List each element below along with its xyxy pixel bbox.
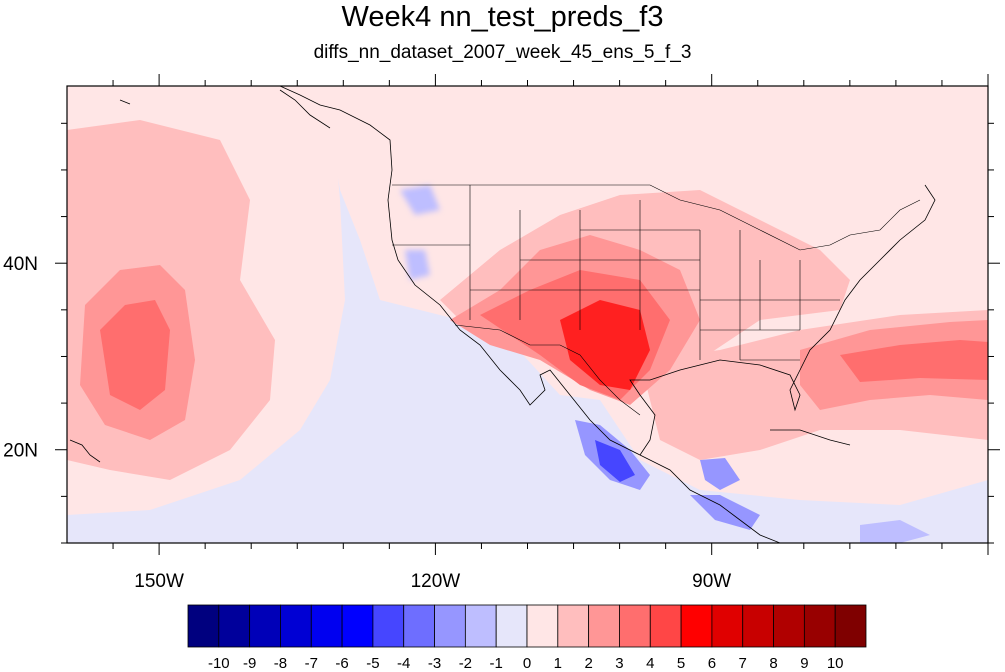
colorbar-label: -6 [335, 655, 349, 672]
colorbar-label: 4 [646, 655, 655, 672]
colorbar-swatch [803, 604, 836, 648]
anomaly-region-red-atlantic [840, 340, 988, 382]
political-borders [392, 184, 921, 416]
colorbar-label: 7 [738, 655, 747, 672]
coastlines [69, 86, 936, 543]
colorbar-swatch [588, 604, 620, 648]
colorbar-swatch [310, 604, 343, 648]
colorbar-label: 2 [584, 655, 593, 672]
coastline-north-america [279, 86, 781, 543]
colorbar-swatch [711, 604, 744, 648]
anomaly-region-blue-central-america [690, 495, 760, 530]
colorbar-swatch [526, 604, 559, 648]
colorbar-swatch [649, 604, 682, 648]
anomaly-region-blue-south-east [860, 520, 930, 543]
colorbar-swatch [372, 604, 405, 648]
coastline-cuba [770, 429, 851, 446]
colorbar-label: 9 [800, 655, 809, 672]
colorbar-swatch [834, 604, 867, 648]
colorbar-swatch [495, 604, 528, 648]
anomaly-region-dark-blue-mexico [595, 440, 635, 482]
axis-tick-labels: 150W 120W 90W 40N 20N [3, 254, 731, 592]
colorbar-label: -8 [273, 655, 288, 672]
y-tick-label: 40N [3, 254, 38, 275]
colorbar-label: -4 [397, 655, 411, 672]
colorbar-label: 3 [615, 655, 624, 672]
colorbar [187, 604, 867, 648]
colorbar-label: -7 [304, 655, 318, 672]
border-us-mexico [454, 324, 641, 416]
colorbar-label: -3 [427, 655, 442, 672]
coastline-hawaii [69, 439, 101, 463]
colorbar-label: 1 [553, 655, 562, 672]
colorbar-label: -2 [458, 655, 473, 672]
colorbar-swatch [557, 604, 590, 648]
colorbar-swatch [341, 604, 374, 648]
colorbar-swatch [619, 604, 651, 648]
map-subtitle: diffs_nn_dataset_2007_week_45_ens_5_f_3 [313, 42, 692, 63]
colorbar-label: 10 [826, 655, 844, 672]
coastline-canada-islands [119, 89, 331, 129]
anomaly-region-blue-pacific-nw [400, 185, 440, 215]
colorbar-swatch [773, 604, 805, 648]
anomaly-region-blue-caribbean [700, 458, 740, 490]
colorbar-swatch [434, 604, 466, 648]
colorbar-swatch [680, 604, 713, 648]
colorbar-swatch [218, 604, 251, 648]
anomaly-region-strong-red-texas [560, 300, 650, 390]
x-tick-label: 120W [411, 571, 461, 592]
colorbar-swatch [742, 604, 774, 648]
plot-area [67, 86, 988, 543]
colorbar-swatch [464, 604, 497, 648]
colorbar-label: 6 [707, 655, 717, 672]
anomaly-region-red-pacific [100, 300, 170, 410]
colorbar-label: 0 [522, 655, 532, 672]
border-us-canada [392, 184, 921, 251]
coastline-gulf [629, 184, 936, 456]
map-title: Week4 nn_test_preds_f3 [341, 1, 664, 33]
colorbar-label: 8 [769, 655, 778, 672]
colorbar-swatch [403, 604, 435, 648]
colorbar-label: -1 [489, 655, 503, 672]
x-tick-label: 90W [692, 571, 731, 592]
x-tick-label: 150W [134, 571, 184, 592]
colorbar-swatch [280, 604, 312, 648]
colorbar-swatch [249, 604, 281, 648]
colorbar-label: -9 [242, 655, 257, 672]
colorbar-label: -10 [207, 655, 230, 672]
state-lines [392, 185, 840, 361]
colorbar-label: -5 [366, 655, 380, 672]
colorbar-label: 5 [676, 655, 686, 672]
colorbar-swatch [187, 604, 220, 648]
anomaly-region-blue-california [405, 250, 430, 280]
axis-ticks [55, 74, 1000, 555]
y-tick-label: 20N [3, 441, 38, 462]
